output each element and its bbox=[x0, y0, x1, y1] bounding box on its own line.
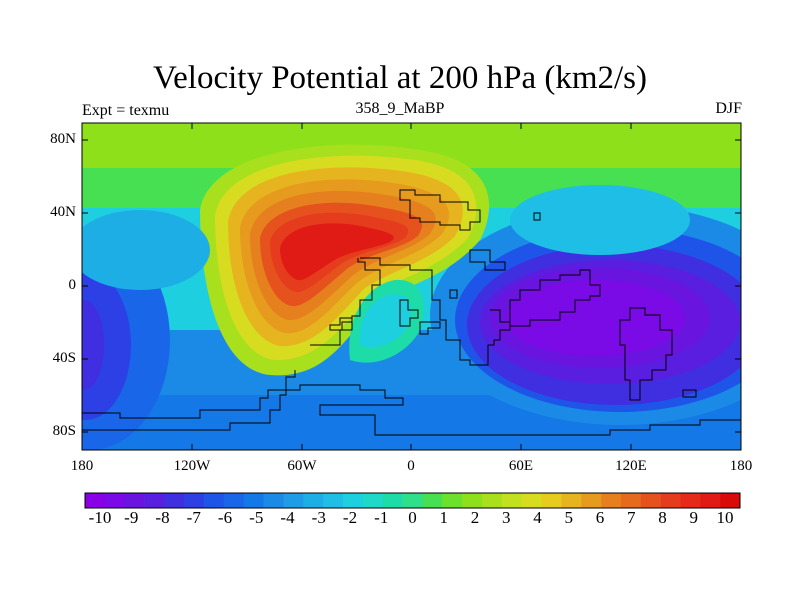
colorbar-swatch bbox=[462, 493, 483, 508]
velocity-potential-field bbox=[82, 123, 741, 450]
lat-label-80n: 80N bbox=[50, 131, 76, 147]
asia-lobe bbox=[510, 185, 690, 255]
colorbar-swatch bbox=[402, 493, 423, 508]
pacific-lobe bbox=[82, 210, 210, 290]
coastline-africa bbox=[360, 257, 601, 366]
colorbar-swatch bbox=[362, 493, 384, 508]
coastline-north-africa-coast bbox=[399, 299, 419, 327]
colorbar-label: 8 bbox=[658, 508, 667, 527]
colorbar-swatch bbox=[660, 493, 681, 508]
colorbar-label: -5 bbox=[249, 508, 264, 527]
colorbar-swatch bbox=[720, 493, 741, 508]
colorbar-swatch bbox=[263, 493, 284, 508]
colorbar-swatch bbox=[323, 493, 344, 508]
colorbar-label: -10 bbox=[88, 508, 112, 527]
colorbar-swatch bbox=[680, 493, 701, 508]
lat-label-40n: 40N bbox=[50, 204, 76, 220]
lon-label-60w: 60W bbox=[287, 458, 317, 474]
coastlines bbox=[82, 189, 741, 436]
colorbar-swatch bbox=[104, 493, 125, 508]
colorbar-label: 9 bbox=[689, 508, 699, 527]
colorbar-label: -2 bbox=[342, 508, 358, 527]
colorbar-swatch bbox=[640, 493, 661, 508]
colorbar-swatch bbox=[581, 493, 602, 508]
colorbar-label: 6 bbox=[595, 508, 605, 527]
colorbar-label: -4 bbox=[280, 508, 295, 527]
colorbar-swatch bbox=[422, 493, 443, 508]
colorbar-label: 0 bbox=[408, 508, 417, 527]
coastline-antarctica-south bbox=[82, 370, 296, 431]
colorbar-swatch bbox=[184, 493, 205, 508]
colorbar-label: 10 bbox=[716, 508, 734, 527]
coastline-antarctica bbox=[82, 384, 741, 436]
colorbar-swatch bbox=[124, 493, 145, 508]
coastline-pacific-islands bbox=[682, 389, 697, 398]
colorbar-label: -9 bbox=[124, 508, 139, 527]
colorbar-swatch bbox=[442, 493, 463, 508]
lon-label-60e: 60E bbox=[508, 458, 534, 474]
colorbar-swatch bbox=[343, 493, 364, 508]
colorbar-swatch bbox=[243, 493, 264, 508]
colorbar-label: 1 bbox=[439, 508, 449, 527]
colorbar-swatch bbox=[303, 493, 324, 508]
colorbar-swatch bbox=[700, 493, 721, 508]
season-label: DJF bbox=[715, 100, 742, 117]
colorbar-swatch bbox=[481, 493, 503, 508]
colorbar-swatch bbox=[601, 493, 622, 508]
colorbar-label: 3 bbox=[502, 508, 511, 527]
coastline-australia bbox=[619, 307, 673, 401]
colorbar-swatch bbox=[541, 493, 562, 508]
lon-label-0: 0 bbox=[407, 458, 415, 474]
colorbar-label: -3 bbox=[311, 508, 326, 527]
coastline-europe bbox=[399, 189, 481, 231]
colorbar-label: 7 bbox=[627, 508, 636, 527]
colorbar-swatch bbox=[283, 493, 304, 508]
coastline-arabia bbox=[469, 249, 506, 271]
colorbar-label: 5 bbox=[564, 508, 574, 527]
run-label: 358_9_MaBP bbox=[355, 100, 445, 117]
colorbar-label: -7 bbox=[186, 508, 201, 527]
colorbar-frame bbox=[84, 492, 741, 509]
lon-label-120w: 120W bbox=[173, 458, 211, 474]
colorbar-label: 2 bbox=[470, 508, 480, 527]
lon-label-180w: 180 bbox=[70, 458, 94, 474]
colorbar-label: -6 bbox=[217, 508, 233, 527]
coastline-asia-south bbox=[419, 321, 441, 335]
lon-label-120e: 120E bbox=[615, 458, 647, 474]
colorbar bbox=[84, 492, 741, 509]
colorbar-label: 4 bbox=[533, 508, 542, 527]
colorbar-swatch bbox=[521, 493, 542, 508]
lon-label-180e: 180 bbox=[729, 458, 753, 474]
colorbar-swatch bbox=[144, 493, 165, 508]
colorbar-swatch bbox=[204, 493, 225, 508]
colorbar-swatch bbox=[164, 493, 185, 508]
axis-ticks bbox=[81, 123, 742, 450]
colorbar-swatch bbox=[223, 493, 245, 508]
coastline-japan bbox=[533, 212, 541, 221]
map-title: Velocity Potential at 200 hPa (km2/s) bbox=[152, 60, 648, 96]
coastline-caribbean bbox=[329, 317, 353, 331]
coastline-madagascar bbox=[449, 289, 458, 299]
atlantic-tongue bbox=[349, 279, 424, 363]
colorbar-swatch bbox=[561, 493, 582, 508]
experiment-label: Expt = texmu bbox=[82, 102, 170, 119]
atlantic-africa-high bbox=[200, 144, 490, 376]
colorbar-swatch bbox=[501, 493, 522, 508]
lat-label-eq: 0 bbox=[68, 277, 77, 293]
lat-label-80s: 80S bbox=[52, 423, 76, 439]
colorbar-swatch bbox=[382, 493, 403, 508]
colorbar-swatch bbox=[620, 493, 642, 508]
colorbar-label: -1 bbox=[374, 508, 389, 527]
coastline-south-america bbox=[310, 258, 381, 346]
colorbar-swatch bbox=[85, 493, 106, 508]
colorbar-label: -8 bbox=[155, 508, 170, 527]
lat-label-40s: 40S bbox=[52, 350, 76, 366]
